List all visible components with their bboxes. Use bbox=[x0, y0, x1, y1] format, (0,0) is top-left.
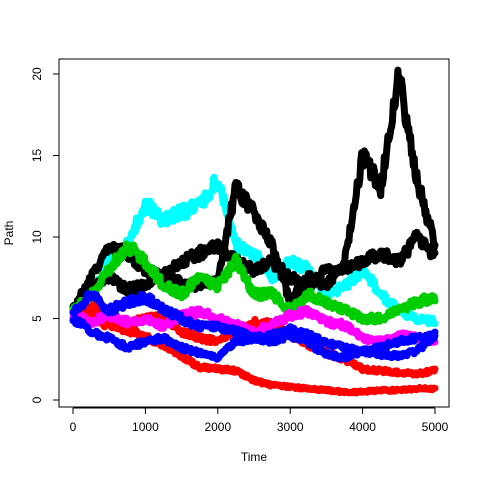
x-tick-label: 3000 bbox=[277, 420, 304, 434]
series-path bbox=[69, 66, 439, 317]
series-path bbox=[69, 314, 439, 363]
y-tick-label: 20 bbox=[30, 67, 44, 81]
x-tick-label: 0 bbox=[70, 420, 77, 434]
y-tick-label: 15 bbox=[30, 149, 44, 163]
y-axis-title: Path bbox=[2, 221, 16, 246]
y-axis: 0 5 10 15 20 bbox=[30, 67, 60, 403]
x-tick-label: 2000 bbox=[204, 420, 231, 434]
series-path bbox=[69, 173, 439, 328]
series-layer bbox=[69, 66, 439, 397]
x-axis-title: Time bbox=[241, 450, 268, 464]
series-path bbox=[69, 302, 439, 397]
x-tick-label: 5000 bbox=[422, 420, 449, 434]
y-tick-label: 0 bbox=[30, 396, 44, 403]
x-axis: 0 1000 2000 3000 4000 5000 bbox=[70, 407, 449, 434]
y-tick-label: 5 bbox=[30, 315, 44, 322]
x-tick-label: 1000 bbox=[132, 420, 159, 434]
series-path bbox=[69, 240, 439, 326]
y-tick-label: 10 bbox=[30, 230, 44, 244]
x-tick-label: 4000 bbox=[349, 420, 376, 434]
series-path bbox=[69, 228, 439, 312]
